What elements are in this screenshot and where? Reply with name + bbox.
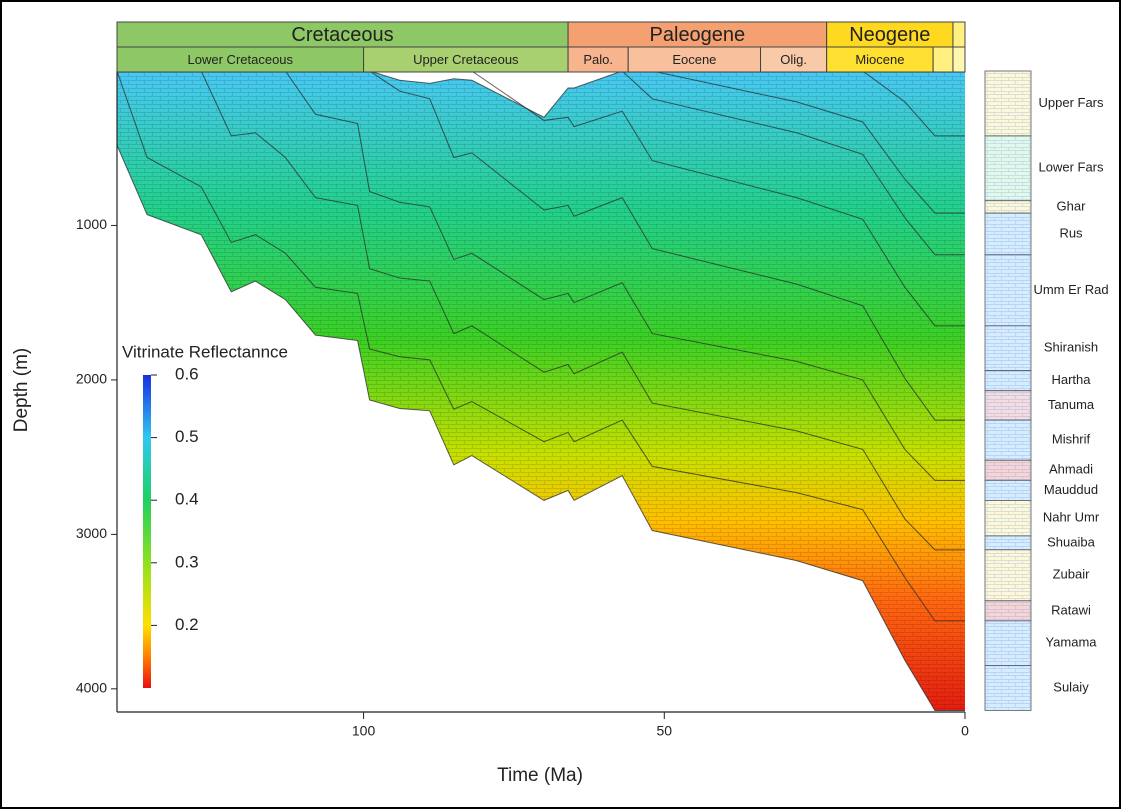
horizon-line bbox=[369, 70, 965, 421]
formation-texture bbox=[985, 213, 1031, 255]
formation-label: Upper Fars bbox=[1038, 95, 1104, 110]
formation-label: Nahr Umr bbox=[1043, 510, 1100, 525]
formation-label: Zubair bbox=[1053, 567, 1091, 582]
formation-texture bbox=[985, 370, 1031, 391]
timescale-label: Olig. bbox=[780, 52, 807, 67]
timescale-label: Palo. bbox=[583, 52, 613, 67]
horizon-line bbox=[652, 70, 965, 214]
timescale-label: Cretaceous bbox=[291, 24, 393, 46]
formation-label: Shiranish bbox=[1044, 340, 1098, 355]
timescale-cell bbox=[760, 46, 828, 73]
timescale-cell bbox=[952, 21, 966, 48]
horizon-line bbox=[471, 70, 965, 327]
formation-label: Rus bbox=[1059, 225, 1083, 240]
x-tick-label: 50 bbox=[657, 723, 673, 739]
formation-texture bbox=[985, 390, 1031, 421]
formation-label: Ratawi bbox=[1051, 602, 1091, 617]
colorbar bbox=[143, 375, 151, 688]
timescale-label: Neogene bbox=[849, 24, 930, 46]
formation-label: Tanuma bbox=[1048, 397, 1095, 412]
timescale-cell bbox=[116, 46, 365, 73]
horizon-line bbox=[200, 70, 965, 551]
timescale-cell bbox=[952, 46, 966, 73]
colorbar-tick-label: 0.4 bbox=[175, 490, 199, 509]
timescale-cell bbox=[826, 46, 934, 73]
colorbar-tick-label: 0.2 bbox=[175, 615, 199, 634]
y-tick-label: 4000 bbox=[76, 680, 107, 696]
formation-label: Umm Er Rad bbox=[1033, 282, 1108, 297]
y-axis-label: Depth (m) bbox=[11, 348, 32, 432]
formation-label: Hartha bbox=[1051, 372, 1091, 387]
timescale-cell bbox=[363, 46, 569, 73]
colorbar-tick-label: 0.6 bbox=[175, 364, 199, 383]
x-axis-label: Time (Ma) bbox=[497, 765, 583, 786]
formation-texture bbox=[985, 200, 1031, 214]
formation-texture bbox=[985, 254, 1031, 326]
timescale-label: Upper Cretaceous bbox=[413, 52, 519, 67]
formation-texture bbox=[985, 325, 1031, 371]
horizon-line bbox=[116, 144, 965, 711]
colorbar-tick-label: 0.3 bbox=[175, 552, 199, 571]
formation-texture bbox=[985, 460, 1031, 481]
formation-texture bbox=[985, 665, 1031, 711]
formation-label: Shuaiba bbox=[1047, 534, 1095, 549]
colorbar-tick-label: 0.5 bbox=[175, 427, 199, 446]
horizon-line bbox=[116, 70, 965, 622]
y-tick-label: 1000 bbox=[76, 216, 107, 232]
y-tick-label: 2000 bbox=[76, 371, 107, 387]
formation-texture bbox=[985, 71, 1031, 136]
timescale-label: Lower Cretaceous bbox=[188, 52, 294, 67]
formation-label: Lower Fars bbox=[1038, 160, 1104, 175]
timescale-label: Eocene bbox=[672, 52, 716, 67]
formation-label: Sulaiy bbox=[1053, 679, 1089, 694]
x-tick-label: 100 bbox=[352, 723, 376, 739]
formation-texture bbox=[985, 549, 1031, 601]
timescale-cell bbox=[116, 21, 569, 48]
formation-texture bbox=[985, 420, 1031, 461]
horizon-line bbox=[862, 70, 965, 137]
timescale-cell bbox=[627, 46, 762, 73]
timescale-label: Miocene bbox=[855, 52, 904, 67]
formation-label: Ghar bbox=[1057, 198, 1087, 213]
x-tick-label: 0 bbox=[961, 723, 969, 739]
timescale-cell bbox=[932, 46, 954, 73]
formation-texture bbox=[985, 535, 1031, 550]
horizon-line bbox=[621, 70, 965, 256]
formation-label: Yamama bbox=[1045, 635, 1097, 650]
formation-label: Mishrif bbox=[1052, 432, 1091, 447]
formation-texture bbox=[985, 480, 1031, 501]
y-tick-label: 3000 bbox=[76, 525, 107, 541]
formation-texture bbox=[985, 500, 1031, 536]
lithology-texture bbox=[117, 71, 965, 711]
line-layer bbox=[116, 70, 965, 711]
formation-label: Mauddud bbox=[1044, 482, 1098, 497]
timescale-label: Paleogene bbox=[650, 24, 746, 46]
formation-label: Ahmadi bbox=[1049, 462, 1093, 477]
colorbar-label: Vitrinate Reflectannce bbox=[122, 342, 288, 361]
horizon-line bbox=[284, 70, 965, 481]
formation-texture bbox=[985, 620, 1031, 666]
timescale-cell bbox=[826, 21, 954, 48]
fill-layer bbox=[117, 71, 965, 711]
formation-texture bbox=[985, 135, 1031, 201]
formation-texture bbox=[985, 600, 1031, 621]
